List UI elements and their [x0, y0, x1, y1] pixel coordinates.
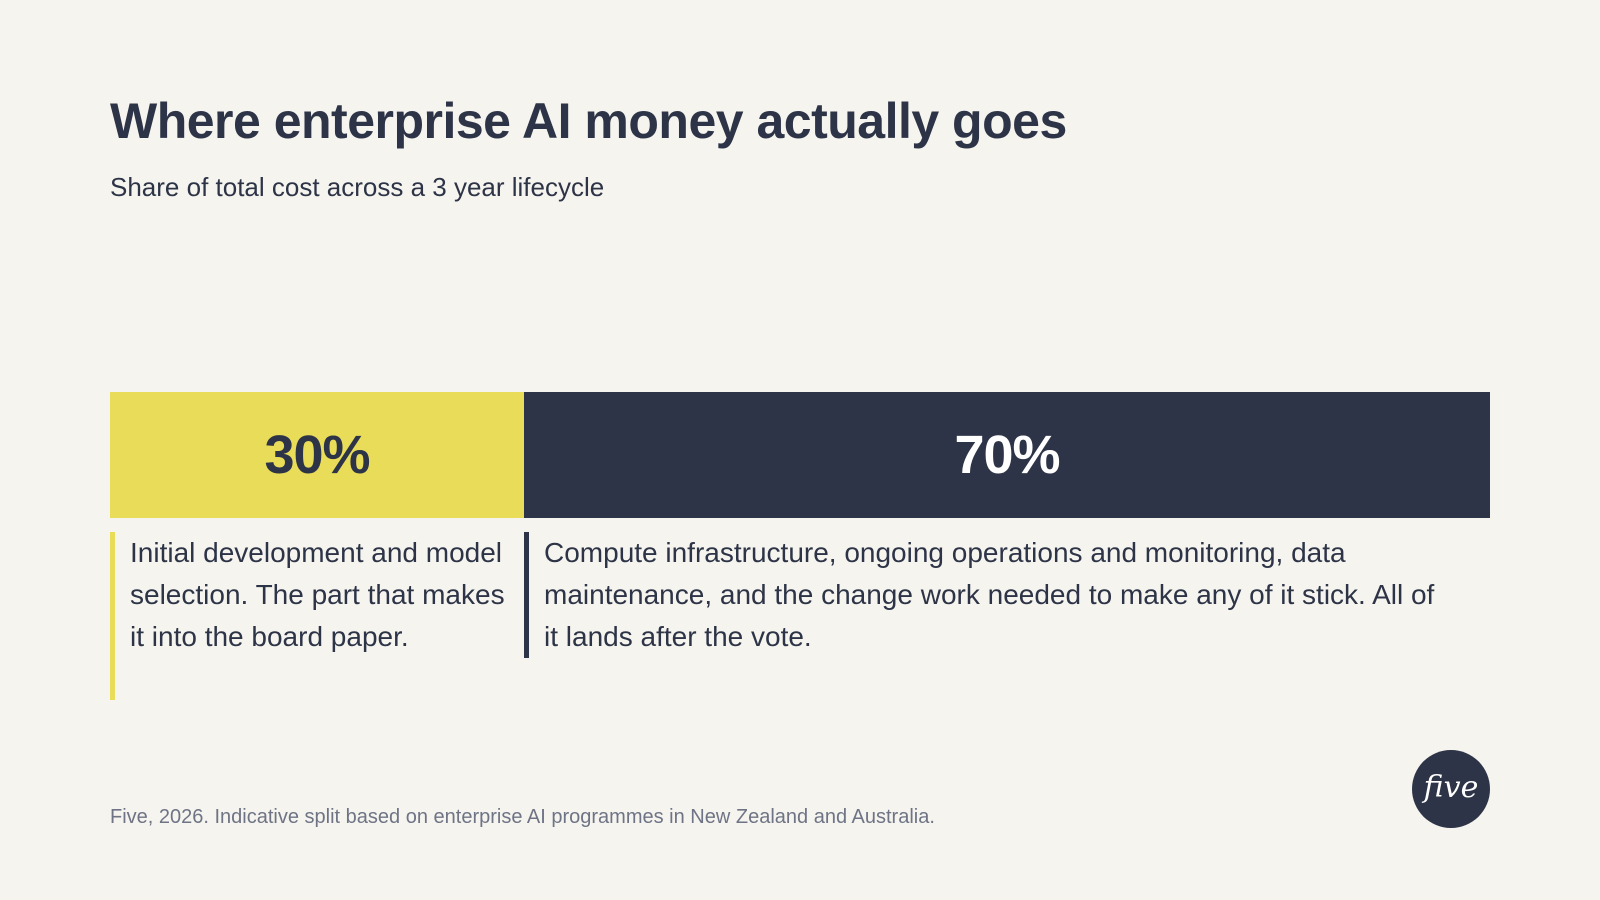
accent-rule-ongoing-costs: [524, 532, 529, 658]
description-ongoing-costs: Compute infrastructure, ongoing operatio…: [524, 532, 1450, 658]
description-text-initial-development: Initial development and model selection.…: [130, 537, 505, 652]
stacked-bar: 30% 70%: [110, 392, 1490, 518]
bar-segment-initial-development: 30%: [110, 392, 524, 518]
data-label-initial-development: 30%: [264, 425, 370, 485]
source-note: Five, 2026. Indicative split based on en…: [110, 806, 935, 828]
bar-segment-ongoing-costs: 70%: [524, 392, 1490, 518]
logo-wordmark: five: [1423, 769, 1479, 805]
description-initial-development: Initial development and model selection.…: [110, 532, 524, 700]
chart-title: Where enterprise AI money actually goes: [110, 93, 1067, 149]
chart-subtitle: Share of total cost across a 3 year life…: [110, 172, 605, 202]
description-text-ongoing-costs: Compute infrastructure, ongoing operatio…: [544, 537, 1435, 652]
five-logo: five: [1412, 750, 1490, 828]
accent-rule-initial-development: [110, 532, 115, 700]
data-label-ongoing-costs: 70%: [954, 425, 1060, 485]
